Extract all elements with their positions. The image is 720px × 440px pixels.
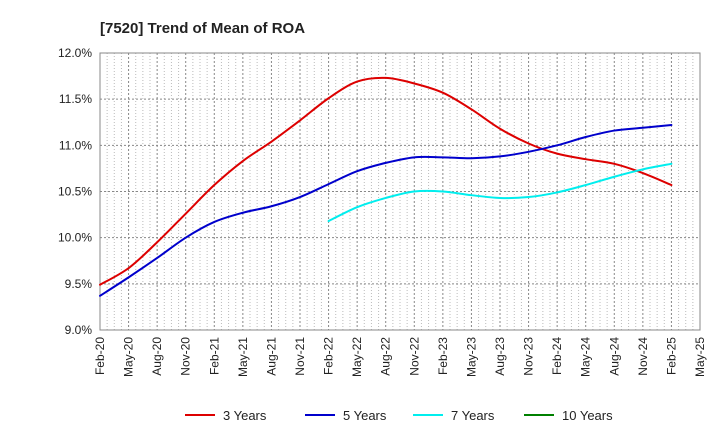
y-tick-label: 9.5%	[65, 277, 93, 291]
y-tick-label: 10.0%	[58, 231, 92, 245]
y-tick-label: 11.0%	[59, 138, 92, 152]
x-tick-label: Aug-23	[493, 337, 507, 376]
legend-label-5-years: 5 Years	[343, 408, 387, 423]
x-tick-label: Nov-24	[636, 337, 650, 376]
x-tick-label: Feb-23	[436, 337, 450, 375]
x-tick-label: Feb-21	[207, 337, 221, 375]
x-tick-label: Aug-20	[150, 337, 164, 376]
legend-label-10-years: 10 Years	[562, 408, 613, 423]
x-tick-label: Aug-22	[379, 337, 393, 376]
series-line-7-years	[327, 162, 673, 223]
x-tick-label: May-23	[464, 337, 478, 377]
legend: 3 Years 5 Years 7 Years 10 Years	[185, 408, 613, 423]
x-tick-label: Feb-24	[550, 337, 564, 375]
series-line-3-years	[99, 76, 673, 286]
y-axis-ticks: 9.0% 9.5% 10.0% 10.5% 11.0% 11.5% 12.0%	[58, 46, 92, 337]
x-tick-label: Nov-22	[407, 337, 421, 376]
x-tick-label: Feb-25	[664, 337, 678, 375]
legend-label-3-years: 3 Years	[223, 408, 267, 423]
x-tick-label: May-21	[236, 337, 250, 377]
legend-label-7-years: 7 Years	[451, 408, 495, 423]
series-lines	[99, 76, 673, 297]
x-tick-label: May-24	[579, 337, 593, 377]
y-tick-label: 10.5%	[58, 185, 92, 199]
x-tick-label: May-22	[350, 337, 364, 377]
chart-title: [7520] Trend of Mean of ROA	[100, 20, 305, 37]
x-tick-label: May-20	[122, 337, 136, 377]
x-tick-label: Feb-20	[93, 337, 107, 375]
x-tick-label: Feb-22	[322, 337, 336, 375]
x-tick-label: Nov-23	[522, 337, 536, 376]
x-tick-label: May-25	[693, 337, 707, 377]
x-tick-label: Nov-20	[179, 337, 193, 376]
series-line-5-years	[99, 124, 673, 297]
plot-frame	[99, 52, 701, 331]
y-tick-label: 11.5%	[59, 92, 92, 106]
x-tick-label: Nov-21	[293, 337, 307, 376]
y-tick-label: 12.0%	[58, 46, 92, 60]
x-axis-ticks: Feb-20 May-20 Aug-20 Nov-20 Feb-21 May-21 Aug-…	[93, 337, 707, 377]
y-tick-label: 9.0%	[65, 323, 93, 337]
x-tick-label: Aug-21	[264, 337, 278, 376]
x-tick-label: Aug-24	[607, 337, 621, 376]
